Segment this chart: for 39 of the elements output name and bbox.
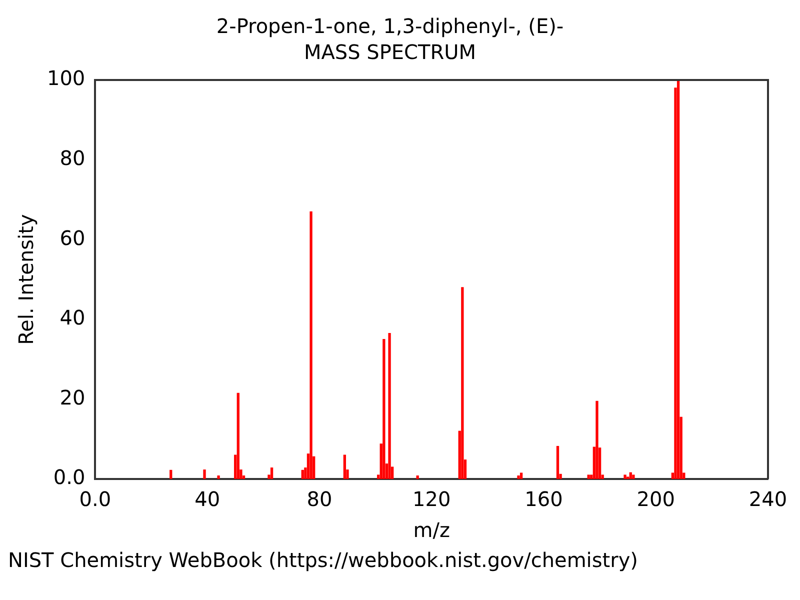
text: NIST Chemistry WebBook (https://webbook.nist.gov/chemistry) [8, 548, 639, 572]
bar [624, 474, 626, 479]
bar [520, 472, 523, 479]
bar [556, 446, 560, 479]
bar [170, 470, 172, 479]
bar [416, 475, 419, 479]
x-tick-label: 0.0 [79, 487, 112, 512]
bar [310, 211, 312, 479]
x-tick-label: 200 [636, 487, 675, 512]
x-axis-title: m/z [413, 518, 450, 542]
bar [587, 474, 590, 479]
y-tick-label: 60 [60, 226, 86, 250]
x-tick-label: 80 [306, 487, 332, 512]
bar [388, 333, 391, 479]
x-tick-label: 40 [194, 487, 220, 512]
bar [382, 339, 386, 479]
bar [596, 400, 598, 479]
chart-title: 2-Propen-1-one, 1,3-diphenyl-, (E)- [216, 14, 564, 38]
y-tick-label: 0.0 [53, 465, 86, 490]
y-tick-label: 20 [60, 385, 86, 410]
x-tick-label: 240 [748, 487, 788, 512]
bar [629, 472, 632, 479]
y-tick-label: 40 [60, 306, 86, 330]
bar [632, 474, 635, 479]
bar [461, 287, 464, 479]
bar [203, 469, 206, 479]
bar [517, 475, 520, 479]
x-tick-label: 160 [524, 487, 563, 512]
bar [270, 468, 274, 479]
bar [236, 392, 240, 479]
bar [217, 475, 220, 479]
x-tick-label: 120 [412, 487, 451, 512]
y-tick-label: 80 [60, 146, 86, 170]
chart-subtitle: MASS SPECTRUM [304, 40, 476, 64]
y-axis-title: Rel. Intensity [14, 214, 38, 345]
y-tick-label: 100 [46, 66, 86, 90]
bar [343, 454, 346, 479]
bar [676, 80, 680, 479]
bar [301, 470, 304, 479]
